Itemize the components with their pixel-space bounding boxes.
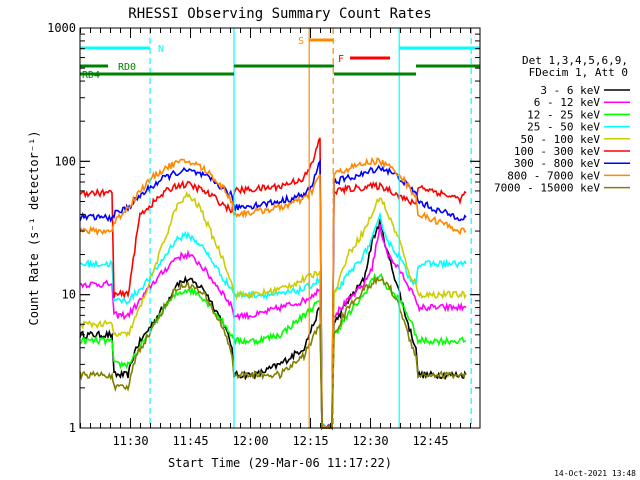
status-bar-label-4: RD0 xyxy=(118,62,136,73)
series-line-4 xyxy=(79,211,467,431)
x-tick-label-4: 12:15 xyxy=(292,434,328,448)
chart-title: RHESSI Observing Summary Count Rates xyxy=(128,6,431,22)
plot-frame xyxy=(79,27,481,429)
legend-header-2: FDecim 1, Att 0 xyxy=(529,66,628,79)
timestamp: 14-Oct-2021 13:48 xyxy=(554,469,636,478)
status-bar-label-5: RD4 xyxy=(82,70,100,81)
legend-entry-label-4: 25 - 50 keV xyxy=(527,121,600,134)
series-line-2 xyxy=(79,224,467,429)
y-tick-label-4: 1000 xyxy=(47,21,76,35)
series-line-7 xyxy=(79,158,467,431)
status-bar-label-1: N xyxy=(158,44,164,55)
legend-entry-label-6: 100 - 300 keV xyxy=(514,145,600,158)
series-line-6 xyxy=(79,137,467,431)
y-axis-label: Count Rate (s⁻¹ detector⁻¹) xyxy=(27,130,41,325)
series-line-5 xyxy=(79,191,467,429)
series-line-8 xyxy=(79,156,467,430)
plot-area: N S F RD0 RD4 xyxy=(79,28,480,431)
legend-entry-label-8: 800 - 7000 keV xyxy=(507,169,600,182)
status-bar-label-3: F xyxy=(338,54,344,65)
x-axis-label: Start Time (29-Mar-06 11:17:22) xyxy=(168,456,392,470)
axes: 1 10 100 1000 11:30 11:45 12:00 12:15 12:30 12:45 xyxy=(47,21,481,448)
legend-entry-label-9: 7000 - 15000 keV xyxy=(494,182,600,195)
x-tick-label-6: 12:45 xyxy=(412,434,448,448)
legend-entry-label-1: 3 - 6 keV xyxy=(540,84,600,97)
legend-entry-label-7: 300 - 800 keV xyxy=(514,157,600,170)
legend-entry-label-3: 12 - 25 keV xyxy=(527,108,600,121)
x-tick-label-2: 11:45 xyxy=(172,434,208,448)
legend-entry-label-2: 6 - 12 keV xyxy=(534,96,601,109)
legend: Det 1,3,4,5,6,9,FDecim 1, Att 0 3 - 6 keV… xyxy=(494,54,630,195)
y-tick-label-3: 100 xyxy=(54,154,76,168)
legend-entry-label-5: 50 - 100 keV xyxy=(521,133,601,146)
x-tick-label-5: 12:30 xyxy=(352,434,388,448)
x-tick-label-3: 12:00 xyxy=(232,434,268,448)
x-tick-label-1: 11:30 xyxy=(112,434,148,448)
legend-header-1: Det 1,3,4,5,6,9, xyxy=(522,54,628,67)
series-line-3 xyxy=(79,272,467,431)
y-tick-label-2: 10 xyxy=(62,288,76,302)
y-tick-label-1: 1 xyxy=(69,421,76,435)
series-line-9 xyxy=(79,276,467,430)
status-bar-label-2: S xyxy=(298,36,304,47)
